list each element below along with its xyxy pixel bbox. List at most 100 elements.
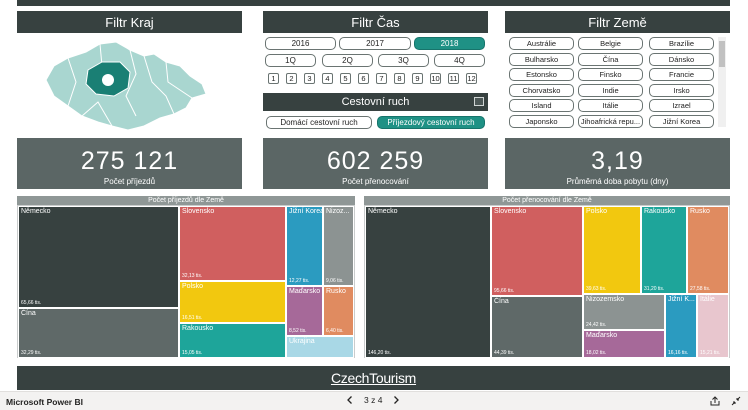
quarter-2q-button[interactable]: 2Q <box>322 54 373 67</box>
month-7-button[interactable]: 7 <box>376 73 387 84</box>
treemap-cell[interactable]: Slovensko 32,13 tis. <box>179 206 286 281</box>
travel-domestic-button[interactable]: Domácí cestovní ruch <box>266 116 372 129</box>
country-option[interactable]: Jižní Korea <box>649 114 714 128</box>
year-2018-button[interactable]: 2018 <box>414 37 485 50</box>
treemap-cell[interactable]: Čína 32,29 tis. <box>18 308 179 358</box>
country-option[interactable]: Itálie <box>578 99 643 112</box>
kpi-arrivals-label: Počet příjezdů <box>103 177 156 186</box>
collapse-icon[interactable] <box>731 396 741 406</box>
treemap-cell[interactable]: Itálie 15,21 tis. <box>697 294 729 358</box>
month-11-button[interactable]: 11 <box>448 73 459 84</box>
treemap-cell-label: Slovensko <box>182 208 215 215</box>
country-option[interactable]: Chorvatsko <box>509 83 574 97</box>
chevron-left-icon[interactable] <box>345 395 355 405</box>
country-option[interactable]: Finsko <box>578 68 643 81</box>
quarter-4q-button[interactable]: 4Q <box>434 54 485 67</box>
country-option[interactable]: Belgie <box>578 37 643 50</box>
month-8-button[interactable]: 8 <box>394 73 405 84</box>
treemap-cell-label: Polsko <box>586 208 608 215</box>
region-map[interactable] <box>40 36 210 136</box>
month-4-button[interactable]: 4 <box>322 73 333 84</box>
chevron-right-icon[interactable] <box>391 395 401 405</box>
treemap-cell[interactable]: Polsko 16,51 tis. <box>179 281 286 323</box>
year-2016-button[interactable]: 2016 <box>265 37 336 50</box>
treemap-cell[interactable]: Slovensko 95,66 tis. <box>491 206 583 296</box>
region-praha <box>102 74 114 86</box>
treemap-cell-label: Rakousko <box>644 208 676 215</box>
treemap-overnights[interactable]: Německo 146,20 tis. Slovensko 95,66 tis. Čín… <box>364 205 730 358</box>
month-1-button[interactable]: 1 <box>268 73 279 84</box>
treemap-cell-value: 32,13 tis. <box>182 273 203 279</box>
treemap-cell-value: 18,02 tis. <box>586 350 607 356</box>
share-icon[interactable] <box>710 396 720 406</box>
quarter-1q-button[interactable]: 1Q <box>265 54 316 67</box>
page-navigator: 3 z 4 <box>345 395 401 405</box>
kpi-overnights: 602 259 Počet přenocování <box>263 138 488 189</box>
travel-type-header: Cestovní ruch <box>263 93 488 111</box>
treemap-cell-label: Rusko <box>690 208 710 215</box>
treemap-cell[interactable]: Nizozemsko 24,42 tis. <box>583 294 665 330</box>
month-12-button[interactable]: 12 <box>466 73 477 84</box>
month-5-button[interactable]: 5 <box>340 73 351 84</box>
treemap-cell-value: 31,20 tis. <box>644 286 665 292</box>
app-name: Microsoft Power BI <box>6 397 83 407</box>
country-option[interactable]: Čína <box>578 52 643 66</box>
country-option[interactable]: Francie <box>649 68 714 81</box>
treemap-cell-label: Nizozemsko <box>586 296 625 303</box>
treemap-cell[interactable]: Jižní Korea 12,27 tis. <box>286 206 323 286</box>
treemap-cell-value: 16,16 tis. <box>668 350 689 356</box>
country-option[interactable]: Bulharsko <box>509 52 574 66</box>
treemap-arrivals[interactable]: Německo 65,66 tis. Čína 32,29 tis. Slovensko… <box>17 205 355 358</box>
treemap-cell[interactable]: Ukrajina <box>286 336 354 358</box>
kpi-arrivals-value: 275 121 <box>80 147 179 175</box>
country-option[interactable]: Austrálie <box>509 37 574 50</box>
travel-inbound-button[interactable]: Příjezdový cestovní ruch <box>377 116 485 129</box>
scrollbar-thumb[interactable] <box>719 41 725 67</box>
kpi-arrivals: 275 121 Počet příjezdů <box>17 138 242 189</box>
filter-zeme-header: Filtr Země <box>505 11 730 33</box>
country-option[interactable]: Izrael <box>649 99 714 112</box>
country-option[interactable]: Irsko <box>649 83 714 97</box>
country-option[interactable]: Japonsko <box>509 114 574 128</box>
year-2017-button[interactable]: 2017 <box>339 37 411 50</box>
treemap-cell-label: Itálie <box>700 296 715 303</box>
treemap-cell-value: 95,66 tis. <box>494 288 515 294</box>
treemap-cell-label: Nizoz... <box>326 208 350 215</box>
treemap-cell-value: 65,66 tis. <box>21 300 42 306</box>
treemap-cell[interactable]: Maďarsko 18,02 tis. <box>583 330 665 358</box>
status-bar: Microsoft Power BI 3 z 4 <box>0 391 748 410</box>
treemap-cell-label: Rusko <box>326 288 346 295</box>
image-icon[interactable] <box>474 97 484 106</box>
treemap-cell[interactable]: Rusko 27,58 tis. <box>687 206 729 294</box>
treemap-overnights-title: Počet přenocování dle Země <box>364 196 730 205</box>
quarter-3q-button[interactable]: 3Q <box>378 54 429 67</box>
treemap-cell-label: Maďarsko <box>289 288 321 295</box>
treemap-cell[interactable]: Polsko 39,63 tis. <box>583 206 641 294</box>
treemap-cell[interactable]: Německo 65,66 tis. <box>18 206 179 308</box>
month-2-button[interactable]: 2 <box>286 73 297 84</box>
month-9-button[interactable]: 9 <box>412 73 423 84</box>
treemap-cell-value: 146,20 tis. <box>368 350 392 356</box>
treemap-cell-label: Jižní K... <box>668 296 695 303</box>
treemap-cell[interactable]: Rakousko 31,20 tis. <box>641 206 687 294</box>
country-option[interactable]: Indie <box>578 83 643 97</box>
treemap-cell[interactable]: Maďarsko 8,52 tis. <box>286 286 323 336</box>
treemap-cell[interactable]: Rusko 6,40 tis. <box>323 286 354 336</box>
treemap-cell[interactable]: Rakousko 15,05 tis. <box>179 323 286 358</box>
treemap-cell-value: 8,52 tis. <box>289 328 307 334</box>
country-option[interactable]: Brazílie <box>649 37 714 50</box>
treemap-cell[interactable]: Čína 44,39 tis. <box>491 296 583 358</box>
month-10-button[interactable]: 10 <box>430 73 441 84</box>
treemap-cell-label: Ukrajina <box>289 338 315 345</box>
treemap-cell[interactable]: Německo 146,20 tis. <box>365 206 491 358</box>
country-option[interactable]: Estonsko <box>509 68 574 81</box>
country-option[interactable]: Jihoafrická repu... <box>578 114 643 128</box>
month-3-button[interactable]: 3 <box>304 73 315 84</box>
treemap-cell[interactable]: Jižní K... 16,16 tis. <box>665 294 697 358</box>
kpi-overnights-label: Počet přenocování <box>342 177 409 186</box>
month-6-button[interactable]: 6 <box>358 73 369 84</box>
country-scrollbar[interactable] <box>718 37 726 127</box>
country-option[interactable]: Dánsko <box>649 52 714 66</box>
country-option[interactable]: Island <box>509 99 574 112</box>
treemap-cell[interactable]: Nizoz... 9,06 tis. <box>323 206 354 286</box>
